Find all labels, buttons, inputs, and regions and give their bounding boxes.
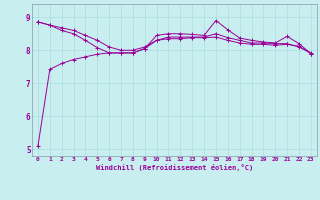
X-axis label: Windchill (Refroidissement éolien,°C): Windchill (Refroidissement éolien,°C) [96, 164, 253, 171]
